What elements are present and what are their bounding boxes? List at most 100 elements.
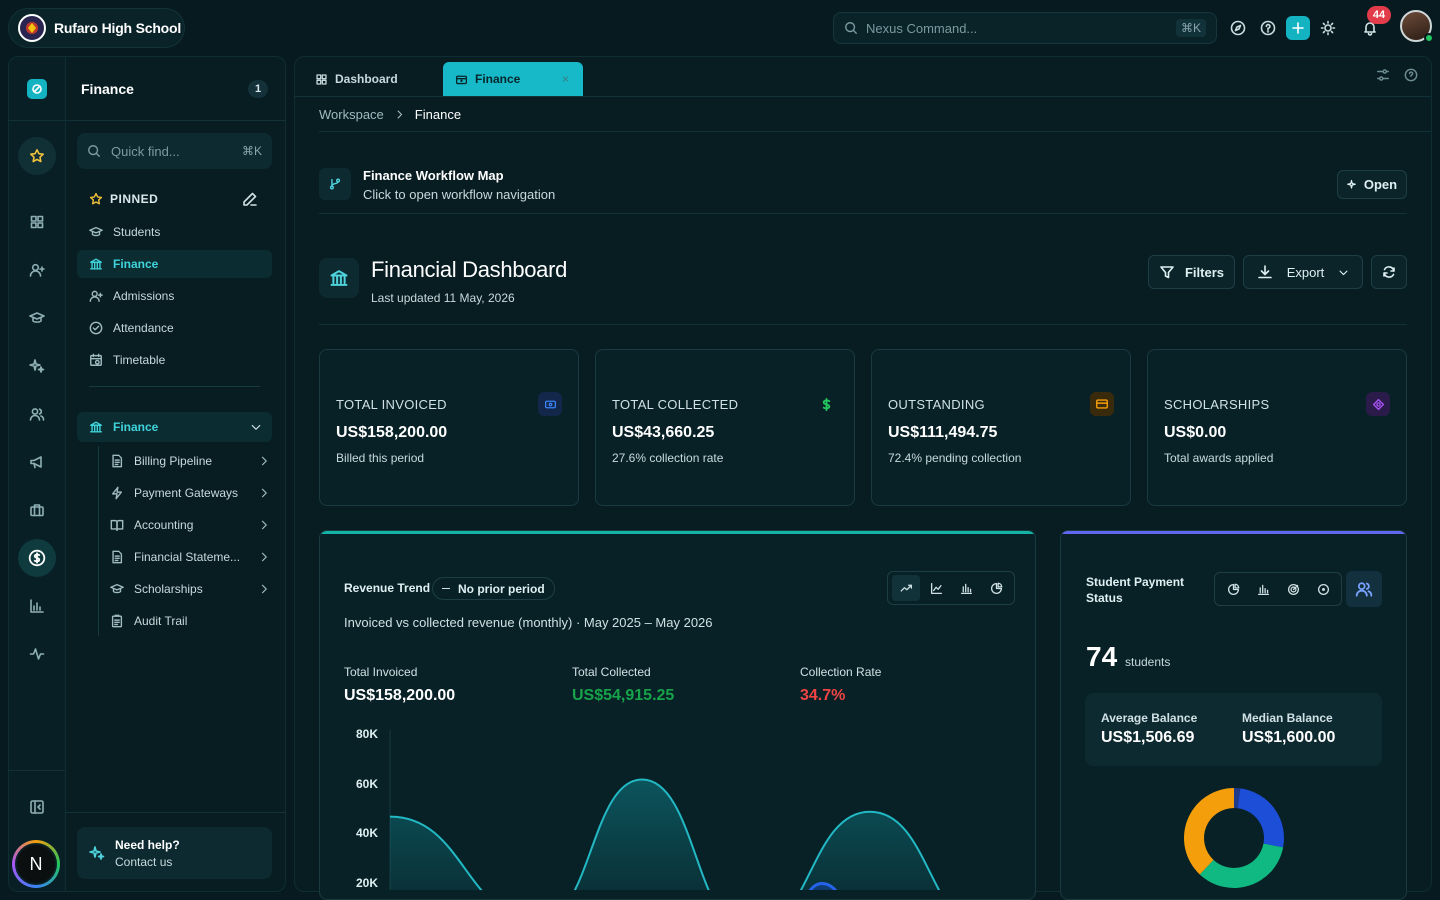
trend-line-icon[interactable] bbox=[892, 575, 920, 601]
sidebar-item-financial-statements[interactable]: Financial Stateme... bbox=[110, 543, 270, 571]
sidebar-item-students[interactable]: Students bbox=[77, 218, 272, 246]
theme-sun-icon[interactable] bbox=[1316, 16, 1340, 40]
edit-pinned-pencil-icon[interactable] bbox=[242, 191, 258, 207]
rail-favorites-star-icon[interactable] bbox=[18, 137, 56, 175]
side-panel-title: Finance bbox=[81, 81, 134, 97]
kpi-label: OUTSTANDING bbox=[888, 397, 985, 412]
rail-reports-bar-chart-icon[interactable] bbox=[24, 593, 50, 619]
sidebar-item-label: Payment Gateways bbox=[134, 486, 239, 500]
export-button[interactable]: Export bbox=[1243, 255, 1363, 289]
students-users-icon[interactable] bbox=[1346, 571, 1382, 607]
donut-slice-navy[interactable] bbox=[1234, 788, 1241, 809]
chevron-right-icon bbox=[261, 520, 267, 530]
sidebar-footer-divider bbox=[65, 812, 286, 813]
document-icon bbox=[112, 454, 123, 468]
search-icon bbox=[845, 22, 857, 34]
rail-academics-cap-icon[interactable] bbox=[24, 305, 50, 331]
check-circle-icon bbox=[89, 321, 103, 335]
target-icon[interactable] bbox=[1309, 576, 1337, 602]
refresh-icon bbox=[1383, 266, 1395, 278]
help-card[interactable]: Need help? Contact us bbox=[77, 827, 272, 879]
sidebar-item-payment-gateways[interactable]: Payment Gateways bbox=[110, 479, 270, 507]
kpi-card-total-collected: TOTAL COLLECTED US$43,660.25 27.6% colle… bbox=[595, 349, 855, 506]
pie-chart-icon[interactable] bbox=[982, 575, 1010, 601]
rail-briefcase-icon[interactable] bbox=[24, 497, 50, 523]
rail-admissions-user-plus-icon[interactable] bbox=[24, 257, 50, 283]
rail-announcements-megaphone-icon[interactable] bbox=[24, 449, 50, 475]
sidebar-item-label: Timetable bbox=[113, 353, 166, 367]
bar-chart-icon[interactable] bbox=[1249, 576, 1277, 602]
close-tab-icon[interactable]: × bbox=[561, 72, 569, 86]
tab-dashboard[interactable]: Dashboard bbox=[295, 62, 443, 96]
rail-sparkles-icon[interactable] bbox=[24, 353, 50, 379]
bank-icon bbox=[90, 258, 102, 270]
breadcrumb-workspace[interactable]: Workspace bbox=[319, 107, 384, 122]
median-balance-value: US$1,600.00 bbox=[1242, 729, 1336, 746]
kpi-card-outstanding: OUTSTANDING US$111,494.75 72.4% pending … bbox=[871, 349, 1131, 506]
sidebar-item-finance[interactable]: Finance bbox=[77, 250, 272, 278]
app-logo[interactable] bbox=[18, 78, 56, 100]
y-tick-40k: 40K bbox=[355, 826, 378, 840]
chevron-right-icon bbox=[261, 552, 267, 562]
total-collected-value: US$54,915.25 bbox=[572, 687, 675, 704]
graduation-cap-icon bbox=[110, 583, 124, 594]
bar-chart-icon[interactable] bbox=[952, 575, 980, 601]
notifications-bell-icon[interactable] bbox=[1358, 16, 1382, 40]
kpi-value: US$158,200.00 bbox=[336, 424, 448, 441]
workflow-map-title[interactable]: Finance Workflow Map bbox=[363, 168, 504, 183]
rail-divider-bottom bbox=[8, 770, 65, 771]
kpi-sub: 72.4% pending collection bbox=[888, 451, 1022, 465]
pie-chart-icon[interactable] bbox=[1219, 576, 1247, 602]
download-icon bbox=[1257, 265, 1272, 279]
donut-slice-green[interactable] bbox=[1199, 843, 1284, 888]
sidebar-item-audit-trail[interactable]: Audit Trail bbox=[110, 607, 270, 635]
command-search[interactable]: Nexus Command... ⌘K bbox=[833, 12, 1217, 44]
notification-count-badge: 44 bbox=[1367, 6, 1391, 24]
line-chart-icon[interactable] bbox=[922, 575, 950, 601]
chevron-right-icon bbox=[261, 488, 267, 498]
help-icon[interactable] bbox=[1256, 16, 1280, 40]
sliders-icon[interactable] bbox=[1376, 68, 1390, 82]
add-icon[interactable] bbox=[1286, 16, 1310, 40]
sidebar-item-attendance[interactable]: Attendance bbox=[77, 314, 272, 342]
rail-dashboard-grid-icon[interactable] bbox=[24, 209, 50, 235]
average-balance-label: Average Balance bbox=[1101, 711, 1198, 725]
sidebar-item-scholarships[interactable]: Scholarships bbox=[110, 575, 270, 603]
sidebar-item-timetable[interactable]: Timetable bbox=[77, 346, 272, 374]
workspace-user-badge[interactable]: N bbox=[12, 840, 60, 888]
sidebar-item-billing-pipeline[interactable]: Billing Pipeline bbox=[110, 447, 270, 475]
compass-icon[interactable] bbox=[1226, 16, 1250, 40]
quick-find-input[interactable]: Quick find... ⌘K bbox=[77, 133, 272, 169]
sidebar-item-label: Finance bbox=[113, 257, 159, 271]
sidebar-group-finance[interactable]: Finance bbox=[77, 412, 272, 442]
tab-tools bbox=[1376, 68, 1418, 82]
rail-staff-users-icon[interactable] bbox=[24, 401, 50, 427]
y-tick-20k: 20K bbox=[355, 876, 378, 890]
rail-finance-dollar-icon[interactable] bbox=[18, 539, 56, 577]
kpi-value: US$0.00 bbox=[1164, 424, 1227, 441]
refresh-button[interactable] bbox=[1371, 255, 1407, 289]
chevron-right-icon bbox=[397, 110, 402, 119]
bolt-icon bbox=[111, 486, 123, 500]
open-workflow-button[interactable]: Open bbox=[1337, 170, 1407, 199]
kpi-label: TOTAL COLLECTED bbox=[612, 397, 739, 412]
period-comparison-pill[interactable]: No prior period bbox=[432, 577, 555, 600]
sidebar-item-accounting[interactable]: Accounting bbox=[110, 511, 270, 539]
chart-view-toggle bbox=[887, 571, 1015, 605]
workflow-divider bbox=[319, 213, 1407, 214]
filters-button[interactable]: Filters bbox=[1148, 255, 1235, 289]
school-switcher[interactable]: Rufaro High School bbox=[8, 8, 185, 48]
status-view-toggle bbox=[1214, 572, 1342, 606]
contact-us-link[interactable]: Contact us bbox=[115, 854, 173, 869]
filters-label: Filters bbox=[1184, 264, 1224, 280]
help-icon[interactable] bbox=[1404, 68, 1418, 82]
donut-slice-blue[interactable] bbox=[1237, 788, 1284, 848]
command-placeholder: Nexus Command... bbox=[866, 20, 978, 36]
donut-slice-orange[interactable] bbox=[1184, 788, 1234, 875]
radar-icon[interactable] bbox=[1279, 576, 1307, 602]
sidebar-item-admissions[interactable]: Admissions bbox=[77, 282, 272, 310]
rail-activity-pulse-icon[interactable] bbox=[24, 641, 50, 667]
tab-finance[interactable]: Finance × bbox=[443, 62, 583, 96]
collapse-sidebar-icon[interactable] bbox=[24, 794, 50, 820]
school-name: Rufaro High School bbox=[54, 20, 182, 36]
